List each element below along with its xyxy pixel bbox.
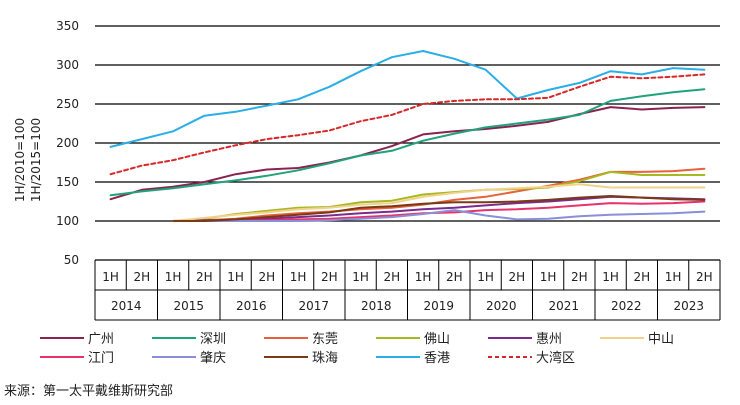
y-tick-150: 150 xyxy=(56,175,79,189)
series-line-5 xyxy=(172,183,706,222)
x-tick-half-8: 1H xyxy=(352,270,369,284)
x-tick-year-2018: 2018 xyxy=(361,299,392,313)
x-tick-half-13: 2H xyxy=(509,270,526,284)
y-tick-250: 250 xyxy=(56,97,79,111)
x-tick-year-2022: 2022 xyxy=(611,299,642,313)
x-tick-half-19: 2H xyxy=(696,270,713,284)
legend-item-1: 深圳 xyxy=(152,332,226,347)
grid xyxy=(95,25,720,261)
x-tick-year-2017: 2017 xyxy=(298,299,329,313)
legend-label-6: 江门 xyxy=(88,351,114,366)
y-tick-50: 50 xyxy=(64,253,79,267)
legend-label-4: 惠州 xyxy=(536,332,562,347)
y-tick-labels: 50 100 150 200 250 300 350 xyxy=(56,19,79,267)
x-tick-half-16: 1H xyxy=(602,270,619,284)
legend-label-2: 东莞 xyxy=(312,332,338,347)
series-line-10 xyxy=(109,73,706,176)
legend-label-10: 大湾区 xyxy=(536,350,575,366)
x-tick-year-2016: 2016 xyxy=(236,299,267,313)
y-axis-label-1: 1H/2010=100 xyxy=(13,118,27,202)
x-tick-half-17: 2H xyxy=(634,270,651,284)
legend-label-5: 中山 xyxy=(648,332,674,347)
series-line-3 xyxy=(172,170,706,222)
legend-item-8: 珠海 xyxy=(264,351,338,366)
series-lines xyxy=(109,50,706,222)
x-tick-half-12: 1H xyxy=(477,270,494,284)
legend-label-8: 珠海 xyxy=(312,351,338,366)
x-tick-half-2: 1H xyxy=(165,270,182,284)
legend-label-1: 深圳 xyxy=(200,332,226,347)
legend-label-9: 香港 xyxy=(424,351,450,366)
y-tick-350: 350 xyxy=(56,19,79,33)
y-tick-100: 100 xyxy=(56,214,79,228)
x-tick-half-9: 2H xyxy=(384,270,401,284)
series-line-8 xyxy=(172,195,706,222)
x-tick-half-15: 2H xyxy=(571,270,588,284)
legend-label-7: 肇庆 xyxy=(200,351,226,366)
series-line-7 xyxy=(172,209,706,222)
legend-item-0: 广州 xyxy=(40,332,114,347)
x-tick-year-2015: 2015 xyxy=(173,299,204,313)
x-tick-year-2014: 2014 xyxy=(111,299,142,313)
y-axis-label: 1H/2010=100 1H/2015=100 xyxy=(13,118,43,202)
legend-item-9: 香港 xyxy=(376,351,450,366)
series-line-0 xyxy=(109,106,706,201)
legend-item-7: 肇庆 xyxy=(152,351,226,366)
x-tick-half-7: 2H xyxy=(321,270,338,284)
x-tick-year-2020: 2020 xyxy=(486,299,517,313)
legend-item-10: 大湾区 xyxy=(488,350,575,366)
x-tick-year-2019: 2019 xyxy=(423,299,454,313)
x-tick-year-2023: 2023 xyxy=(673,299,704,313)
series-line-9 xyxy=(109,50,706,148)
y-tick-300: 300 xyxy=(56,58,79,72)
x-tick-half-11: 2H xyxy=(446,270,463,284)
x-axis: 1H 2H 1H 2H 1H 2H 1H 2H 1H 2H 1H 2H 1H 2H 1H 2H 1H 2H 1H 2H… xyxy=(94,260,721,321)
legend-item-3: 佛山 xyxy=(376,332,450,347)
x-tick-half-18: 1H xyxy=(665,270,682,284)
x-tick-half-5: 2H xyxy=(259,270,276,284)
x-tick-half-4: 1H xyxy=(227,270,244,284)
x-tick-year-2021: 2021 xyxy=(548,299,579,313)
legend-item-4: 惠州 xyxy=(488,332,562,347)
x-tick-half-6: 1H xyxy=(290,270,307,284)
y-axis-label-2: 1H/2015=100 xyxy=(29,118,43,202)
legend-item-5: 中山 xyxy=(600,332,674,347)
x-tick-half-1: 2H xyxy=(134,270,151,284)
legend-label-0: 广州 xyxy=(88,332,114,347)
series-line-1 xyxy=(109,88,706,197)
x-tick-half-0: 1H xyxy=(102,270,119,284)
legend-label-3: 佛山 xyxy=(424,332,450,347)
legend-item-6: 江门 xyxy=(40,351,114,366)
x-tick-half-10: 1H xyxy=(415,270,432,284)
legend-item-2: 东莞 xyxy=(264,332,338,347)
x-tick-half-14: 1H xyxy=(540,270,557,284)
x-tick-half-3: 2H xyxy=(196,270,213,284)
y-tick-200: 200 xyxy=(56,136,79,150)
source-note: 来源：第一太平戴维斯研究部 xyxy=(4,384,174,399)
